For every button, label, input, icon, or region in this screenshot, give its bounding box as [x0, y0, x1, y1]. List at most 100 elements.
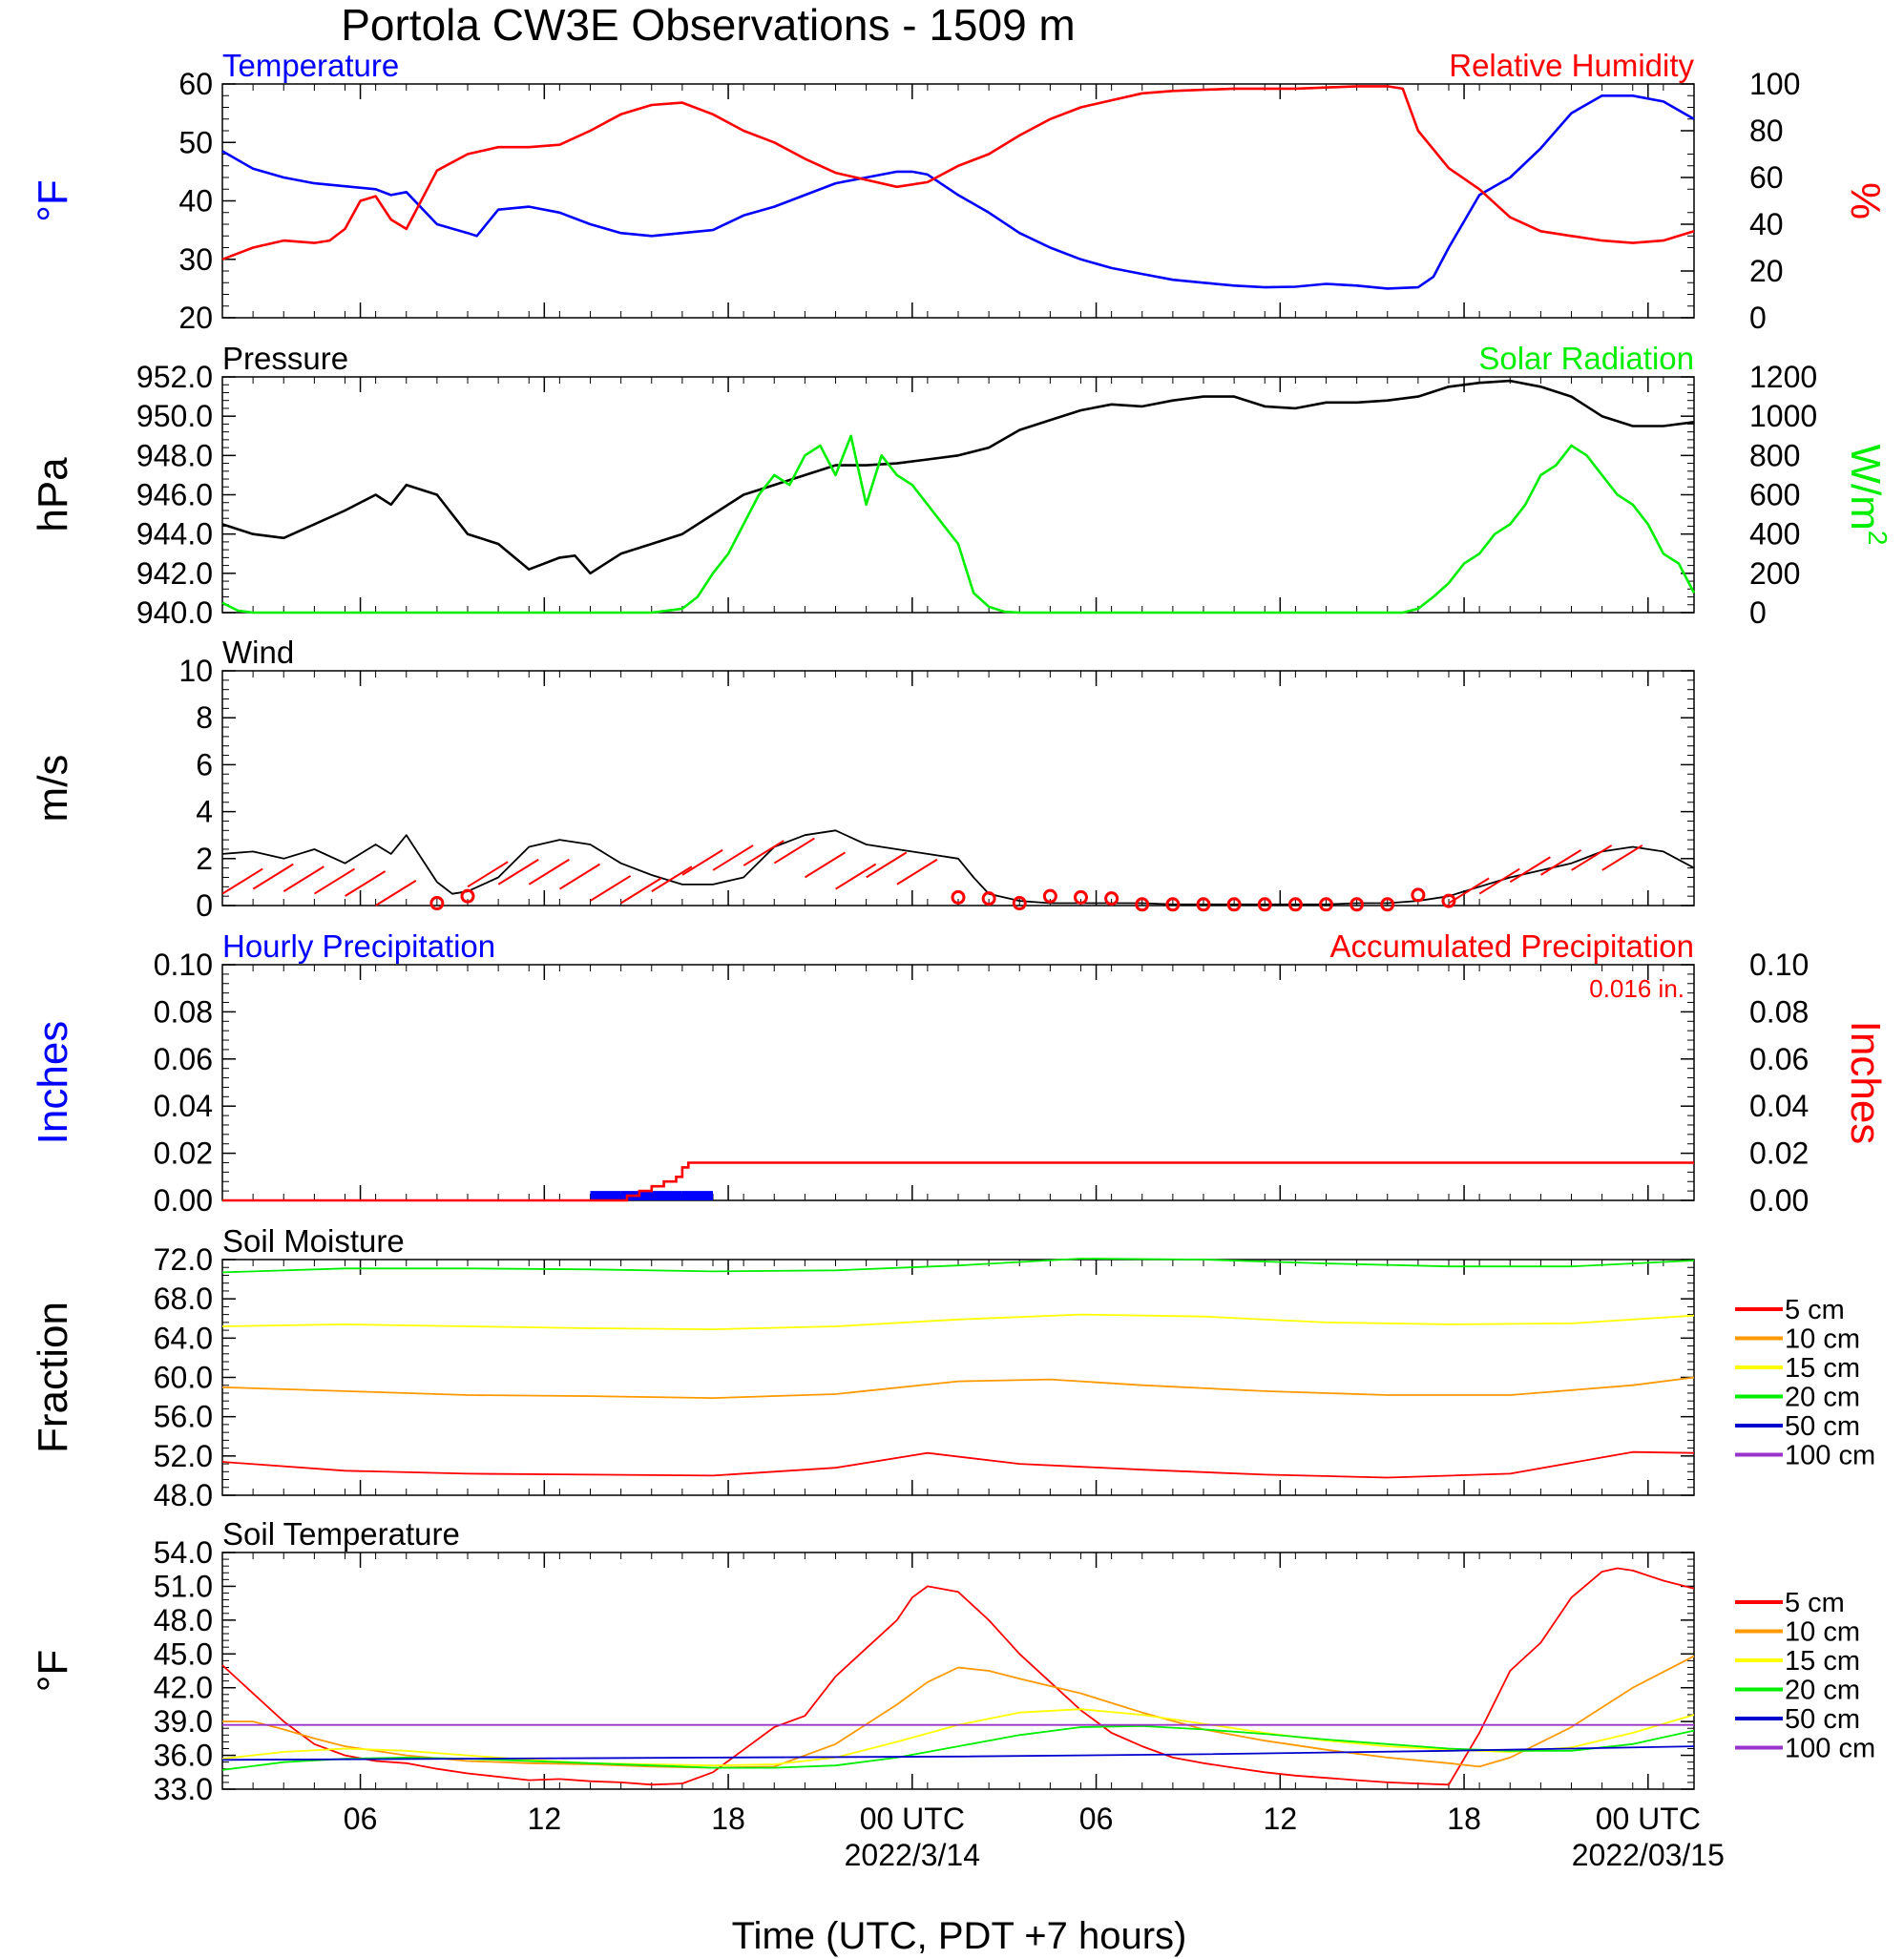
panel-title-right: Solar Radiation	[1478, 341, 1694, 376]
legend-label: 50 cm	[1785, 1411, 1860, 1442]
y-tick-label-left: 48.0	[154, 1478, 213, 1512]
y-axis-label-left: hPa	[30, 457, 76, 532]
y-tick-label-left: 36.0	[154, 1739, 213, 1773]
wind-barb	[866, 851, 908, 879]
y-tick-label-left: 944.0	[136, 517, 213, 552]
y-tick-label-left: 0.08	[154, 994, 213, 1029]
y-tick-label-left: 45.0	[154, 1636, 213, 1671]
y-tick-label-left: 72.0	[154, 1242, 213, 1277]
y-tick-label-right: 0.00	[1749, 1183, 1809, 1218]
chart-title: Portola CW3E Observations - 1509 m	[341, 0, 1076, 50]
wind-barb-calm	[1287, 897, 1303, 912]
y-tick-label-left: 48.0	[154, 1603, 213, 1637]
series-line-5cm	[221, 1450, 1695, 1479]
series-line-10cm	[221, 1376, 1695, 1399]
x-tick-label: 06	[1079, 1802, 1114, 1836]
x-tick-label: 12	[1264, 1802, 1298, 1836]
legend-label: 20 cm	[1785, 1676, 1860, 1706]
y-tick-label-right: 60	[1749, 160, 1784, 195]
y-tick-label-right: 0.04	[1749, 1089, 1809, 1123]
legend-label: 15 cm	[1785, 1353, 1860, 1384]
y-axis-label-superscript: 2	[1863, 531, 1893, 546]
y-axis-label-right: W/m2	[1842, 445, 1893, 546]
y-axis-label-left: °F	[30, 179, 76, 221]
y-axis-label-right: Inches	[1842, 1021, 1889, 1145]
panel-precipitation: 0.00 0.02 0.04 0.06 0.08 0.10 0.00 0.02 0.04 0.06…	[30, 928, 1889, 1218]
panel-title-left: Wind	[222, 635, 294, 670]
y-tick-label-right: 200	[1749, 556, 1800, 591]
wind-barb-calm	[1350, 897, 1365, 912]
y-tick-label-right: 80	[1749, 114, 1784, 148]
series-line-15cm	[221, 1313, 1695, 1330]
y-tick-label-left: 52.0	[154, 1439, 213, 1473]
panel-soil-temperature: 33.036.039.042.045.048.051.054.0 Soil Tem…	[30, 1516, 1875, 1806]
panel-frame	[221, 83, 1695, 319]
y-tick-label-left: 64.0	[154, 1321, 213, 1355]
wind-barb	[252, 863, 294, 890]
x-tick-date-label: 2022/3/14	[845, 1838, 980, 1872]
y-tick-label-right: 100	[1749, 67, 1800, 101]
wind-barb	[282, 865, 324, 892]
wind-barb	[681, 849, 723, 876]
legend-label: 5 cm	[1785, 1295, 1845, 1325]
panel-title-left: Pressure	[222, 341, 348, 376]
x-tick-label: 18	[1447, 1802, 1481, 1836]
wind-barb-calm	[1226, 897, 1242, 912]
wind-barb-calm	[1074, 889, 1088, 905]
y-tick-label-left: 51.0	[154, 1569, 213, 1603]
y-tick-label-left: 8	[196, 700, 213, 735]
legend-label: 50 cm	[1785, 1704, 1860, 1735]
hourly-precip-bar	[681, 1191, 713, 1200]
legend-label: 10 cm	[1785, 1617, 1860, 1648]
legend-label: 100 cm	[1785, 1734, 1875, 1764]
wind-barb-calm	[1104, 891, 1119, 907]
wind-barb	[1448, 877, 1490, 905]
panel-pressure-solar: 940.0 942.0 944.0 946.0 948.0 950.0 952.0 0 200 4…	[30, 341, 1893, 630]
wind-barb	[497, 858, 539, 886]
y-tick-label-left: 0	[196, 888, 213, 923]
y-tick-label-left: 10	[178, 654, 213, 688]
y-axis-label-right: %	[1842, 182, 1889, 219]
wind-barb-calm	[951, 889, 966, 905]
y-tick-label-left: 20	[178, 301, 213, 335]
series-line-20cm	[221, 1725, 1695, 1771]
y-tick-label-left: 39.0	[154, 1704, 213, 1739]
x-tick-label: 00 UTC	[860, 1802, 965, 1836]
y-tick-label-left: 6	[196, 747, 213, 782]
x-tick-label: 00 UTC	[1596, 1802, 1701, 1836]
y-tick-label-left: 50	[178, 125, 213, 159]
wind-barb	[1509, 856, 1551, 884]
y-tick-label-right: 0.10	[1749, 948, 1809, 982]
wind-barb	[743, 840, 785, 866]
wind-barb	[804, 851, 847, 879]
wind-barb	[773, 837, 815, 865]
hourly-precip-bar	[651, 1191, 682, 1200]
legend-label: 20 cm	[1785, 1383, 1860, 1413]
y-tick-label-left: 54.0	[154, 1535, 213, 1570]
panel-frame	[221, 964, 1695, 1201]
panel-soil-moisture: 48.0 52.0 56.0 60.0 64.0 68.0 72.0 Soil Moistur…	[30, 1223, 1875, 1512]
accumulated-total-label: 0.016 in.	[1589, 974, 1684, 1003]
y-tick-label-left: 4	[196, 795, 213, 829]
wind-barb	[896, 858, 938, 886]
wind-barb-calm	[1135, 897, 1150, 912]
panel-wind: 0 2 4 6 8 10 Wind m/s	[30, 635, 1695, 923]
wind-barb	[345, 870, 387, 897]
legend-label: 15 cm	[1785, 1646, 1860, 1677]
hourly-precip-bar	[590, 1191, 621, 1200]
y-tick-label-left: 0.06	[154, 1042, 213, 1076]
y-axis-label-left: °F	[30, 1650, 76, 1692]
accumulated-precip-line	[222, 1161, 1694, 1202]
wind-barb-calm	[460, 888, 475, 904]
y-tick-label-left: 40	[178, 184, 213, 219]
wind-barb	[1571, 844, 1613, 871]
wind-barb	[590, 875, 632, 902]
wind-barb-calm	[1380, 897, 1395, 912]
legend-label: 100 cm	[1785, 1441, 1875, 1471]
wind-barb-calm	[429, 896, 445, 911]
y-tick-label-left: 948.0	[136, 438, 213, 472]
wind-barb-calm	[981, 891, 996, 907]
y-tick-label-left: 0.00	[154, 1183, 213, 1218]
